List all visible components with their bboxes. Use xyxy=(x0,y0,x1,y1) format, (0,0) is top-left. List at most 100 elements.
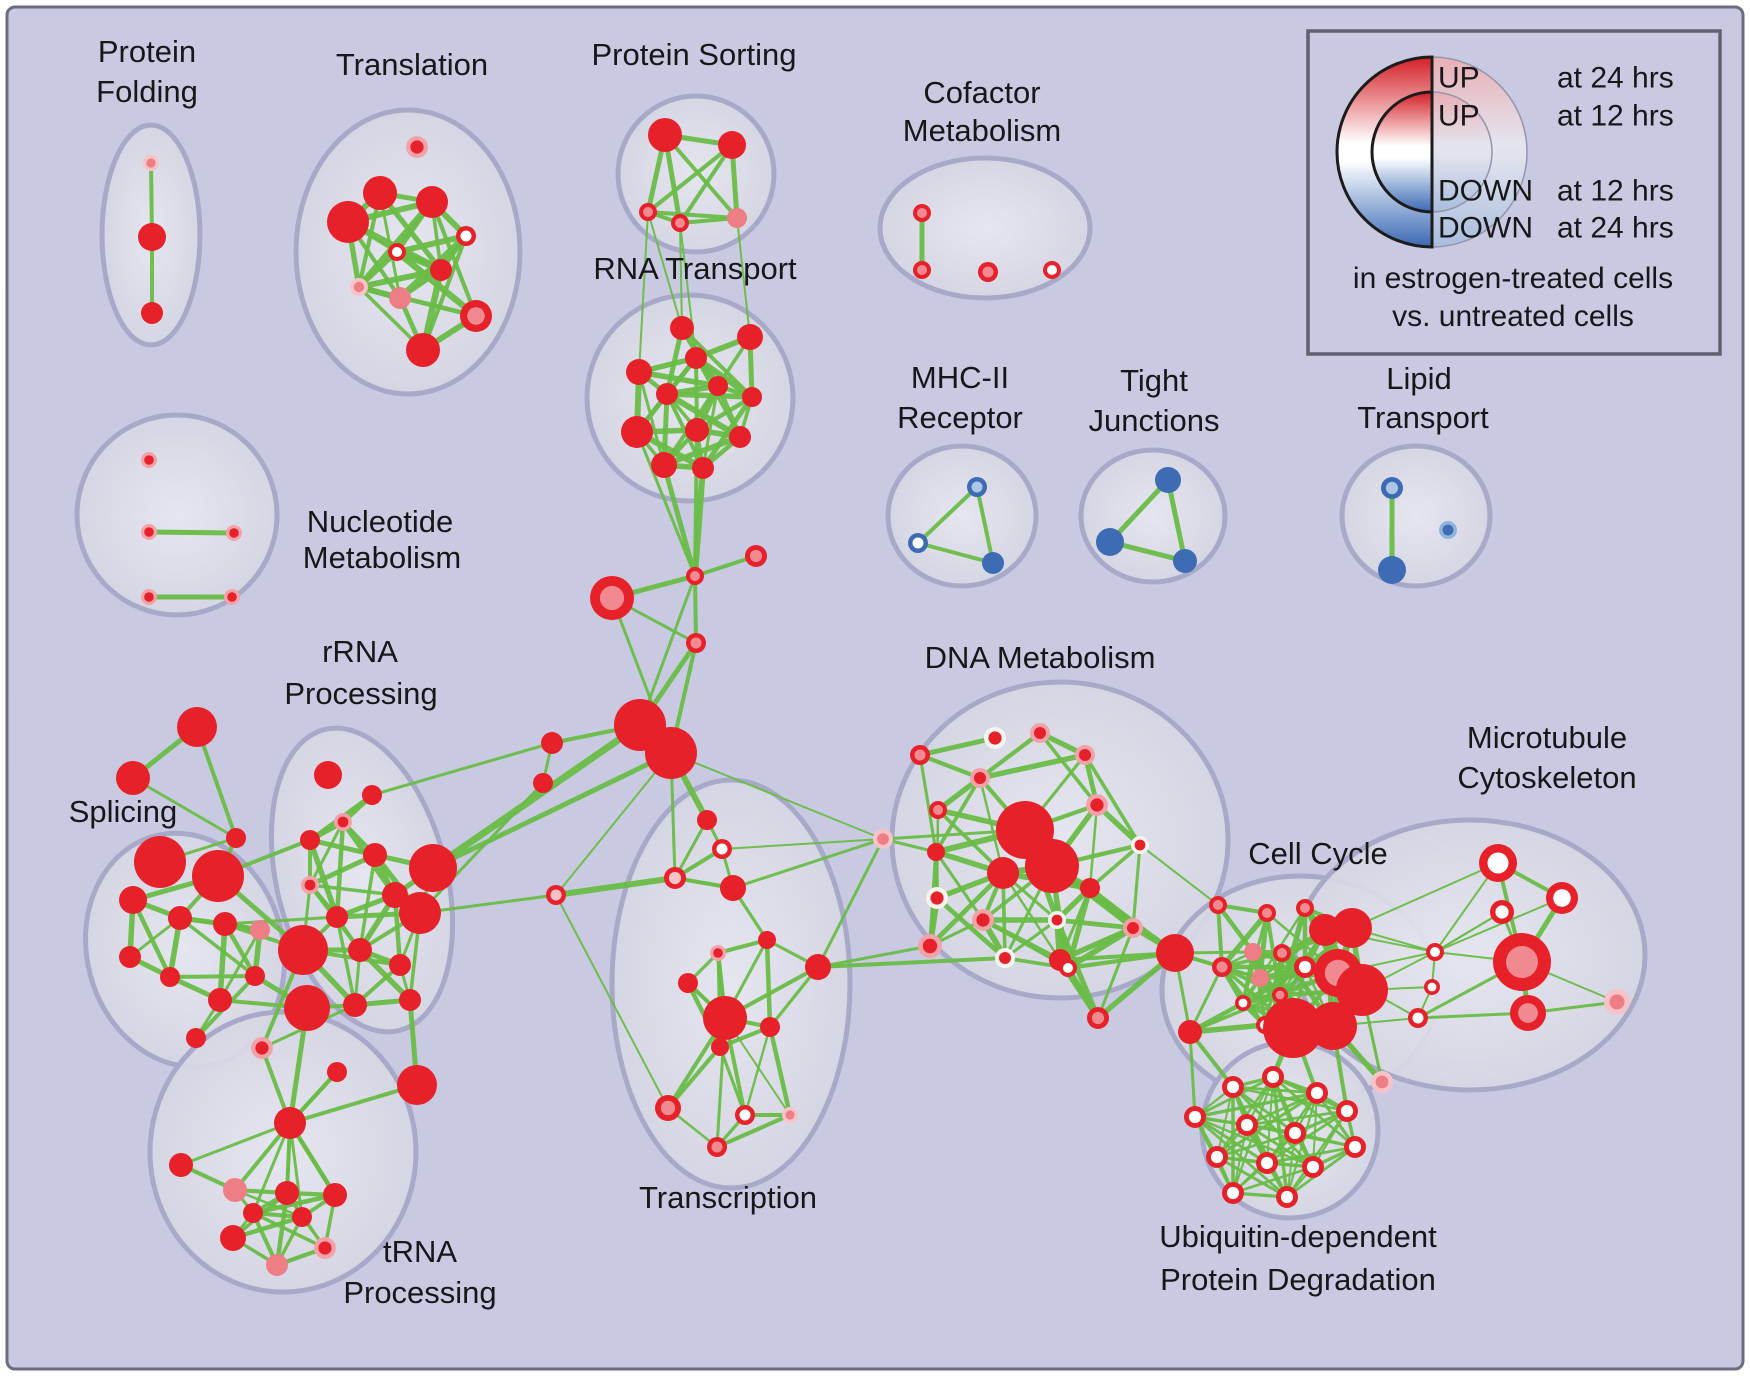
gene-node xyxy=(718,131,746,159)
edge xyxy=(917,735,998,758)
gene-node-core xyxy=(1288,1126,1302,1140)
edge xyxy=(816,944,932,969)
edge xyxy=(1187,1022,1268,1035)
gene-node xyxy=(275,1181,299,1205)
gene-node-core xyxy=(1047,265,1057,275)
edge xyxy=(1245,1091,1319,1127)
edge xyxy=(1083,753,1142,847)
cluster-label-tr: Transcription xyxy=(639,1180,817,1215)
edge xyxy=(736,217,751,338)
gene-node-core xyxy=(1553,889,1571,907)
edge xyxy=(636,369,721,389)
edge xyxy=(646,143,734,214)
cluster-label-tj: Junctions xyxy=(1089,403,1220,438)
edge xyxy=(1315,1091,1357,1149)
gene-node xyxy=(987,857,1019,889)
edge xyxy=(429,199,479,319)
cluster-label-mhc: MHC-II xyxy=(911,360,1009,395)
cluster-ellipse-nuc xyxy=(74,412,280,618)
gene-node-core xyxy=(877,833,889,845)
edge xyxy=(251,1211,327,1250)
gene-node xyxy=(685,347,707,369)
edge xyxy=(767,1024,793,1118)
gene-node-core xyxy=(917,208,927,218)
gene-node-core xyxy=(1134,839,1146,851)
cluster-label-cof: Metabolism xyxy=(903,113,1062,148)
gene-node xyxy=(134,836,186,888)
gene-node xyxy=(278,925,328,975)
gene-node-core xyxy=(227,592,237,602)
cluster-label-cc: Cell Cycle xyxy=(1248,836,1388,871)
gene-node-core xyxy=(304,879,316,891)
gene-node-core xyxy=(1262,908,1272,918)
gene-node-core xyxy=(467,307,485,325)
gene-node xyxy=(250,920,270,940)
edge xyxy=(764,937,773,1030)
gene-node xyxy=(343,993,367,1017)
gene-node-core xyxy=(1375,1075,1389,1089)
gene-node-core xyxy=(912,537,924,549)
gene-node xyxy=(1309,1002,1357,1050)
gene-node-core xyxy=(1210,1150,1224,1164)
legend-box xyxy=(1306,29,1722,356)
edge xyxy=(168,974,257,979)
edge xyxy=(934,850,985,922)
edge xyxy=(927,870,1006,949)
gene-node-core xyxy=(1609,994,1625,1010)
edge xyxy=(663,133,739,220)
gene-node xyxy=(226,828,246,848)
gene-node xyxy=(720,875,746,901)
edge xyxy=(335,915,357,1007)
edge xyxy=(1193,1091,1319,1119)
gene-node xyxy=(399,892,441,934)
cluster-label-mt: Microtubule xyxy=(1467,720,1627,755)
gene-node-core xyxy=(353,281,365,293)
edge xyxy=(418,781,545,915)
cluster-label-rt: RNA Transport xyxy=(593,251,797,286)
edge xyxy=(250,1192,338,1216)
gene-node xyxy=(266,1254,288,1276)
cluster-label-lip: Lipid xyxy=(1386,361,1452,396)
gene-node xyxy=(760,1017,780,1037)
gene-node xyxy=(805,954,831,980)
gene-node-core xyxy=(1216,961,1228,973)
legend-caption: vs. untreated cells xyxy=(1392,300,1634,333)
gene-node-core xyxy=(1275,990,1285,1000)
edge xyxy=(638,574,697,727)
gene-node-core xyxy=(1260,1156,1274,1170)
gene-node-core xyxy=(550,889,562,901)
edge xyxy=(1139,844,1219,906)
edge xyxy=(934,895,1008,961)
legend-caption: in estrogen-treated cells xyxy=(1353,262,1673,295)
gene-node xyxy=(621,416,653,448)
gene-node xyxy=(1244,943,1262,961)
edge xyxy=(678,143,734,225)
edge xyxy=(693,428,699,578)
edge xyxy=(288,1083,419,1125)
edge xyxy=(308,820,345,887)
edge xyxy=(701,384,720,470)
gene-node xyxy=(243,1203,263,1223)
cluster-label-dna: DNA Metabolism xyxy=(925,640,1156,675)
cluster-label-rrna: rRNA xyxy=(322,634,398,669)
edge xyxy=(1231,1165,1315,1195)
cluster-label-ub: Protein Degradation xyxy=(1160,1262,1436,1297)
gene-node-core xyxy=(922,938,938,954)
legend-time-label: at 24 hrs xyxy=(1557,212,1674,245)
gene-node-core xyxy=(971,481,983,493)
edge xyxy=(661,462,698,579)
gene-node xyxy=(292,1207,312,1227)
nodes-layer xyxy=(116,118,1630,1276)
gene-node xyxy=(708,376,728,396)
cluster-ellipse-tr xyxy=(609,777,853,1191)
edge xyxy=(394,233,469,255)
gene-node xyxy=(389,287,411,309)
gene-node xyxy=(1251,969,1269,987)
gene-node xyxy=(186,1028,206,1048)
gene-node xyxy=(389,954,411,976)
cluster-label-trna: Processing xyxy=(343,1275,496,1310)
gene-node xyxy=(274,1107,306,1139)
edge xyxy=(356,267,444,290)
gene-node-core xyxy=(337,816,349,828)
